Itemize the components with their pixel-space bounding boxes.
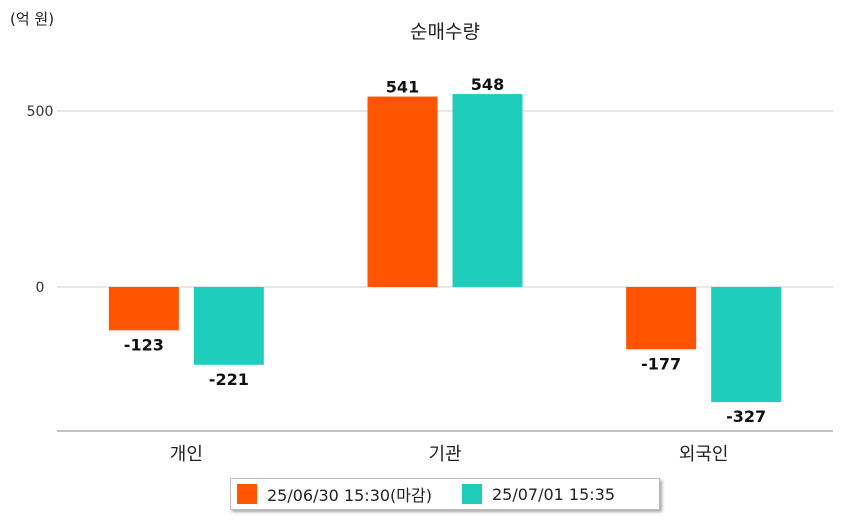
legend-item-series-2[interactable]: 25/07/01 15:35	[461, 484, 616, 504]
data-labels: -123 -221 541 548 -177 -327	[124, 75, 766, 426]
data-label: -221	[209, 370, 249, 389]
gridlines	[57, 110, 833, 288]
data-label: 541	[386, 78, 419, 97]
bar-기관-series-1[interactable]	[367, 96, 438, 288]
y-tick-label: 500	[27, 104, 54, 120]
bar-개인-series-1[interactable]	[108, 287, 179, 331]
bar-개인-series-2[interactable]	[193, 287, 264, 365]
x-axis-ticks: 개인 기관 외국인	[170, 444, 729, 465]
y-axis-ticks: 0 500	[27, 104, 54, 296]
chart-unit-label: (억 원)	[10, 10, 54, 28]
chart-title: 순매수량	[410, 21, 480, 43]
legend-swatch-series-1	[237, 484, 257, 504]
legend-item-series-1[interactable]: 25/06/30 15:30(마감)	[237, 482, 432, 506]
legend: 25/06/30 15:30(마감) 25/07/01 15:35	[230, 478, 660, 510]
legend-swatch-series-2	[461, 484, 482, 504]
data-label: -177	[641, 354, 681, 373]
bar-외국인-series-1[interactable]	[626, 287, 697, 350]
legend-label-series-2: 25/07/01 15:35	[491, 484, 616, 504]
bars	[108, 94, 782, 403]
x-tick-label: 외국인	[679, 444, 729, 465]
data-label: -123	[124, 335, 164, 354]
data-label: 548	[471, 75, 504, 94]
y-tick-label: 0	[36, 280, 45, 296]
x-tick-label: 기관	[428, 444, 461, 465]
bar-외국인-series-2[interactable]	[711, 287, 782, 403]
bar-기관-series-2[interactable]	[452, 94, 523, 287]
data-label: -327	[726, 407, 766, 426]
legend-label-series-1: 25/06/30 15:30(마감)	[267, 486, 432, 505]
x-tick-label: 개인	[170, 444, 203, 465]
